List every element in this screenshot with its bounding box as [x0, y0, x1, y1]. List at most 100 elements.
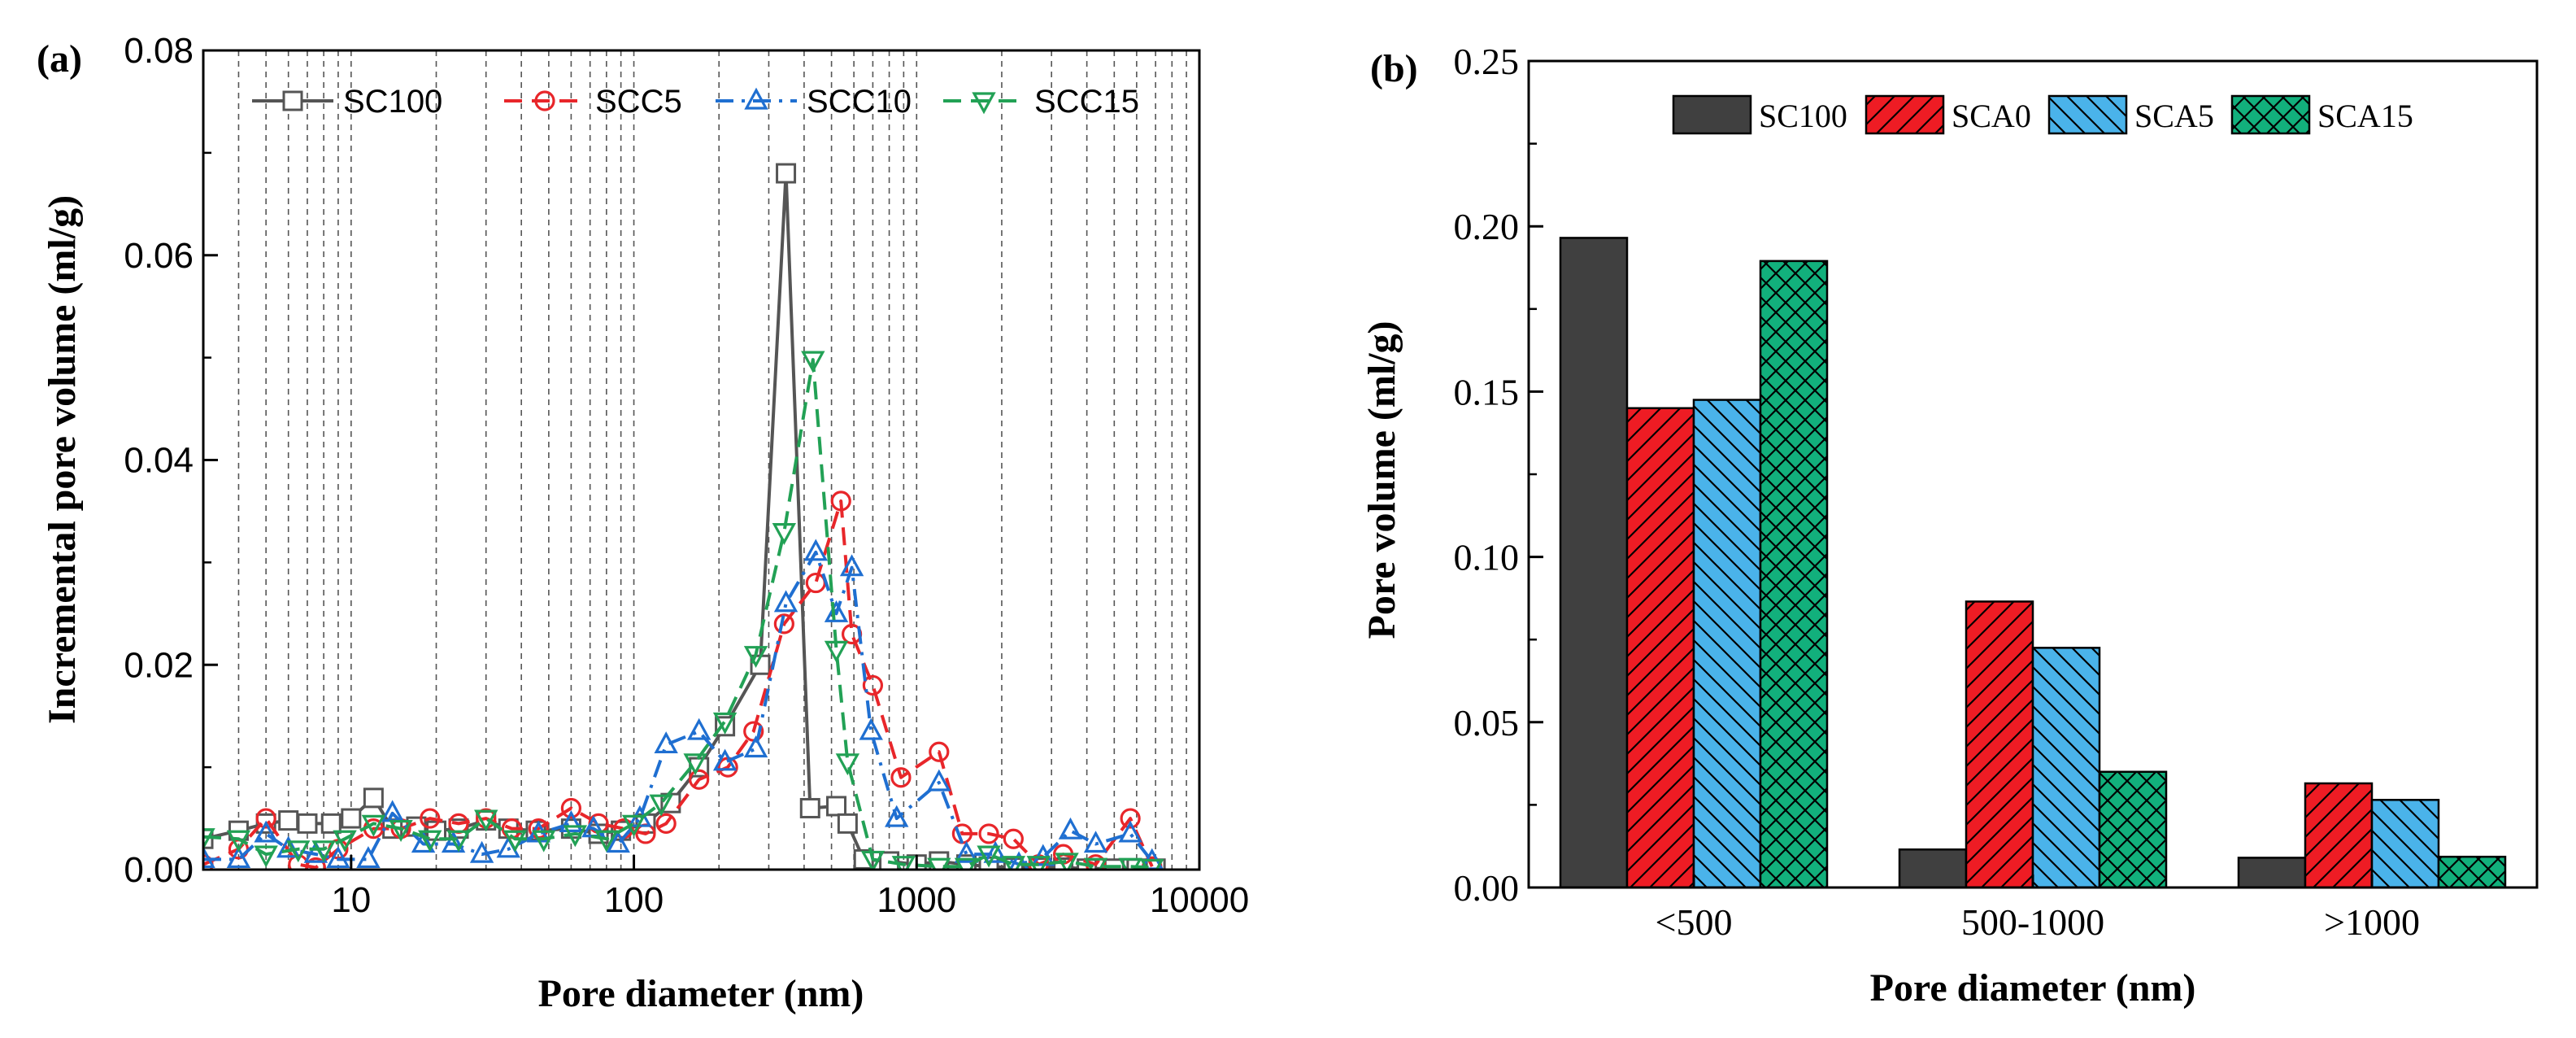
- data-point: [837, 813, 858, 834]
- legend-swatch-outline: [1865, 94, 1945, 135]
- x-tick-label: 10: [331, 880, 371, 920]
- data-point: [773, 590, 798, 613]
- data-point: [983, 840, 1007, 863]
- y-tick-label: 0.00: [124, 850, 194, 890]
- data-point: [801, 351, 825, 373]
- y-tick-label: 0.25: [1454, 41, 1520, 82]
- legend-label: SC100: [343, 84, 442, 120]
- data-point: [654, 731, 678, 754]
- data-point: [594, 830, 619, 853]
- legend-item-sc100: SC100: [252, 84, 442, 120]
- data-point: [1055, 853, 1079, 870]
- legend-swatch-hatch: [1866, 96, 1943, 133]
- x-tick-label: 100: [604, 880, 664, 920]
- chart-b-bars: [1559, 237, 2507, 889]
- legend-marker: [534, 90, 555, 111]
- data-point: [835, 753, 860, 776]
- data-point: [469, 840, 494, 863]
- y-tick-label: 0.02: [124, 645, 194, 685]
- y-tick-label: 0.10: [1454, 537, 1520, 578]
- data-point: [890, 767, 912, 788]
- data-point: [743, 646, 768, 669]
- y-tick-label: 0.06: [124, 236, 194, 276]
- data-point: [254, 820, 278, 843]
- data-point: [333, 830, 357, 853]
- bar-sca0-hatch: [1627, 408, 1694, 888]
- legend-item-sca0: SCA0: [1865, 94, 2031, 135]
- data-point: [803, 539, 828, 561]
- legend-label: SCA15: [2317, 98, 2413, 134]
- x-tick-label: 10000: [1150, 880, 1249, 920]
- data-point: [649, 794, 673, 817]
- y-tick-label: 0.20: [1454, 206, 1520, 247]
- chart-b: (b) <500 500-1000 >1000 0.000.050.100.150.…: [1360, 41, 2539, 1010]
- legend-marker: [282, 90, 303, 111]
- bar-sca5-hatch: [1694, 399, 1760, 888]
- data-point: [203, 846, 215, 869]
- legend-swatch: [1673, 96, 1751, 133]
- x-tick-label: <500: [1656, 901, 1733, 943]
- chart-b-x-ticks: <500 500-1000 >1000: [1656, 874, 2420, 943]
- data-point: [977, 845, 1001, 868]
- data-point: [686, 717, 711, 740]
- legend-swatch-outline: [1672, 94, 1752, 135]
- x-tick-label: 500-1000: [1961, 901, 2104, 943]
- legend-marker: [972, 92, 996, 115]
- data-point: [474, 809, 498, 832]
- data-point: [305, 857, 326, 870]
- data-point: [278, 810, 299, 831]
- data-point: [805, 572, 826, 594]
- y-tick-label: 0.00: [1454, 867, 1520, 909]
- data-point: [203, 828, 215, 851]
- data-point: [772, 523, 797, 545]
- data-point: [559, 810, 584, 832]
- bar-sca15-hatch: [2439, 857, 2505, 888]
- bar-sca0-hatch: [2305, 783, 2372, 888]
- data-point: [860, 850, 886, 870]
- bar-sca15-hatch: [1760, 260, 1827, 888]
- data-point: [776, 163, 797, 184]
- data-point: [929, 741, 950, 762]
- data-point: [311, 840, 336, 863]
- data-point: [411, 831, 436, 853]
- data-point: [799, 797, 820, 818]
- legend-item-sca5: SCA5: [2047, 94, 2214, 135]
- chart-a-frame: [202, 49, 1201, 871]
- y-tick-label: 0.15: [1454, 371, 1520, 412]
- x-tick-label: 1000: [877, 880, 956, 920]
- data-point: [320, 813, 342, 834]
- data-point: [420, 808, 441, 829]
- y-tick-label: 0.05: [1454, 702, 1520, 744]
- series-sc100: [203, 163, 1166, 870]
- data-point: [1058, 817, 1083, 840]
- data-point: [826, 796, 847, 817]
- bar-sca15-hatch: [2100, 771, 2166, 888]
- legend-swatch-hatch: [2232, 96, 2309, 133]
- data-point: [839, 554, 864, 577]
- data-point: [712, 712, 738, 735]
- data-point: [773, 613, 794, 635]
- data-point: [356, 846, 381, 869]
- series-scc10: [203, 539, 1164, 870]
- legend-item-scc15: SCC15: [943, 84, 1139, 120]
- legend-item-sc100: SC100: [1672, 94, 1847, 135]
- chart-a-legend: SC100 SCC5 SCC10 SCC15: [252, 84, 1139, 120]
- data-point: [363, 787, 384, 809]
- chart-a-x-ticks: 10 100 1000 10000: [331, 855, 1249, 920]
- legend-label: SCC15: [1034, 84, 1139, 120]
- data-point: [1118, 820, 1142, 843]
- legend-item-scc5: SCC5: [504, 84, 682, 120]
- data-point: [743, 735, 768, 758]
- legend-label: SC100: [1759, 98, 1847, 134]
- data-point: [326, 846, 350, 869]
- legend-item-scc10: SCC10: [716, 84, 912, 120]
- data-point: [954, 840, 979, 863]
- data-point: [560, 797, 582, 819]
- chart-a-y-ticks: 0.00 0.02 0.04 0.06 0.08: [124, 31, 218, 890]
- series-line: [203, 499, 1154, 870]
- data-point: [712, 748, 738, 771]
- data-point: [1083, 857, 1108, 870]
- series-line: [203, 172, 1156, 870]
- chart-b-x-axis-title: Pore diameter (nm): [1870, 966, 2196, 1010]
